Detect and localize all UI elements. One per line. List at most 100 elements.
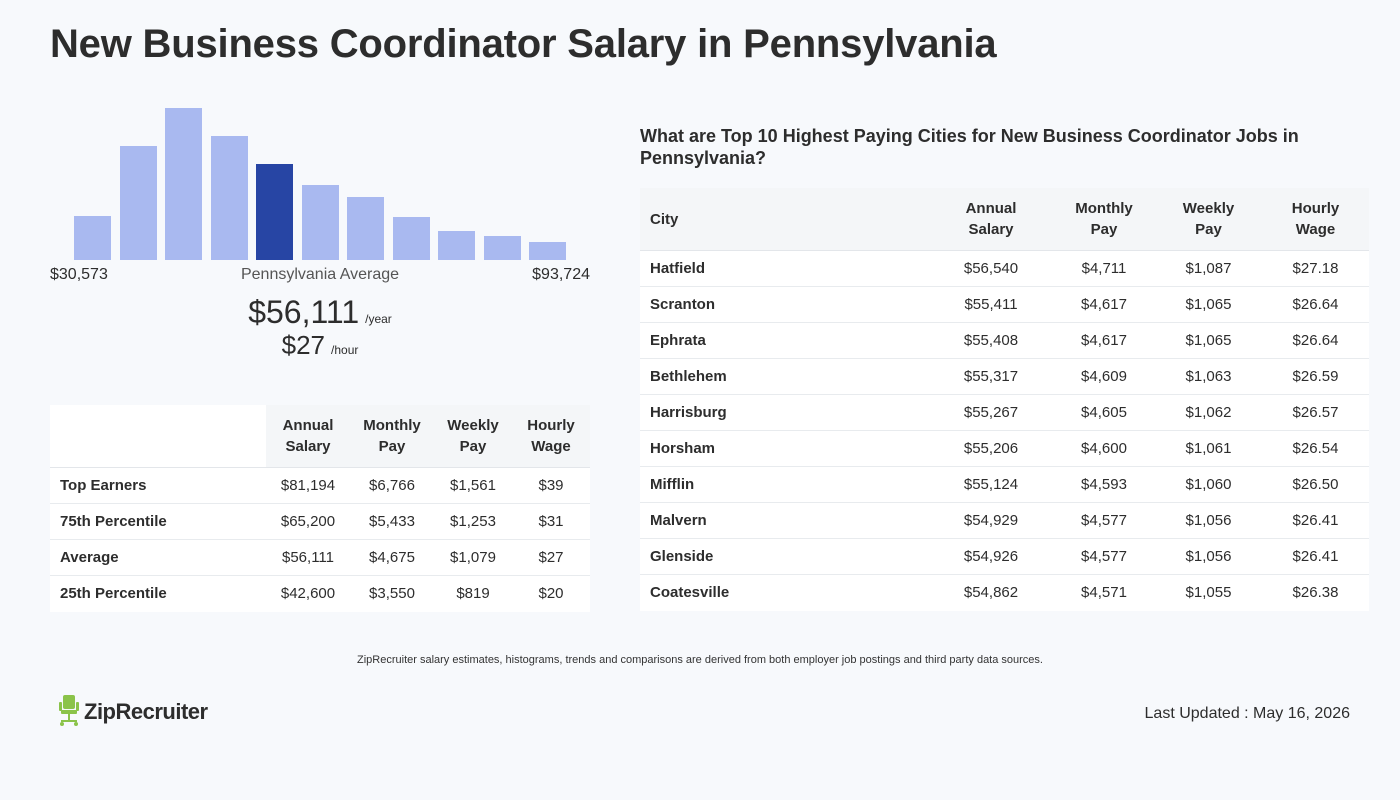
cell-hourly: $26.41 bbox=[1262, 538, 1369, 575]
city-name: Glenside bbox=[640, 538, 929, 575]
cell-annual: $54,926 bbox=[929, 538, 1053, 575]
cell-weekly: $1,061 bbox=[1155, 430, 1262, 467]
chair-icon bbox=[58, 693, 80, 732]
table-row: Hatfield $56,540 $4,711 $1,087 $27.18 bbox=[640, 250, 1369, 287]
cell-hourly: $26.64 bbox=[1262, 286, 1369, 323]
salary-histogram bbox=[50, 100, 590, 260]
cell-annual: $55,124 bbox=[929, 466, 1053, 503]
histogram-bar bbox=[347, 197, 384, 260]
city-name: Ephrata bbox=[640, 322, 929, 359]
histogram-bar bbox=[392, 217, 430, 260]
city-name: Horsham bbox=[640, 430, 929, 467]
row-label: 75th Percentile bbox=[50, 503, 266, 540]
average-yearly-value: $56,111 bbox=[248, 294, 360, 330]
city-name: Mifflin bbox=[640, 466, 929, 503]
cell-monthly: $4,571 bbox=[1081, 584, 1127, 602]
cell-hourly: $26.41 bbox=[1262, 502, 1369, 539]
cell-annual: $55,267 bbox=[929, 394, 1053, 431]
cell-monthly: $4,617 bbox=[1053, 286, 1155, 323]
cell-annual: $56,540 bbox=[929, 250, 1053, 287]
range-min: $30,573 bbox=[50, 266, 108, 283]
cell-monthly: $4,711 bbox=[1053, 250, 1155, 287]
average-hourly: $27/hour bbox=[50, 330, 590, 361]
row-label: Top Earners bbox=[50, 467, 266, 504]
cell-hourly: $26.50 bbox=[1262, 466, 1369, 503]
cell-hourly: $31 bbox=[512, 503, 590, 540]
histogram-bar bbox=[210, 136, 248, 260]
average-hourly-unit: /hour bbox=[331, 343, 359, 357]
cell-monthly: $5,433 bbox=[350, 503, 434, 540]
cell-weekly: $1,065 bbox=[1155, 322, 1262, 359]
cell-weekly: $1,060 bbox=[1155, 466, 1262, 503]
cell-annual: $42,600 bbox=[280, 585, 336, 603]
cell-monthly: $6,766 bbox=[350, 467, 434, 504]
header-annual: Annual Salary bbox=[266, 405, 350, 468]
cell-monthly: $4,675 bbox=[350, 539, 434, 576]
cell-hourly: $26.38 bbox=[1292, 584, 1339, 602]
cell-weekly: $1,056 bbox=[1155, 502, 1262, 539]
salary-range: $30,573 Pennsylvania Average $93,724 bbox=[50, 266, 590, 286]
cell-monthly: $4,577 bbox=[1053, 538, 1155, 575]
cell-monthly: $4,605 bbox=[1053, 394, 1155, 431]
cell-weekly: $1,065 bbox=[1155, 286, 1262, 323]
cell-hourly: $39 bbox=[512, 467, 590, 504]
cell-annual: $55,317 bbox=[929, 358, 1053, 395]
table-row: 75th Percentile $65,200 $5,433 $1,253 $3… bbox=[50, 503, 590, 540]
cell-hourly: $26.57 bbox=[1262, 394, 1369, 431]
header-weekly: Weekly Pay bbox=[434, 405, 512, 468]
cell-hourly: $26.64 bbox=[1262, 322, 1369, 359]
average-hourly-value: $27 bbox=[281, 330, 326, 360]
footnote: ZipRecruiter salary estimates, histogram… bbox=[357, 654, 1043, 666]
header-hourly: Hourly Wage bbox=[512, 405, 590, 468]
cell-annual: $81,194 bbox=[266, 467, 350, 504]
city-name: Hatfield bbox=[640, 250, 929, 287]
row-label: 25th Percentile bbox=[60, 585, 167, 603]
ziprecruiter-logo[interactable]: ZipRecruiter bbox=[58, 694, 208, 730]
header-monthly: Monthly Pay bbox=[1053, 188, 1155, 251]
cell-hourly: $27.18 bbox=[1262, 250, 1369, 287]
logo-text: ZipRecruiter bbox=[84, 699, 208, 724]
cell-weekly: $819 bbox=[456, 585, 490, 603]
histogram-bar bbox=[483, 236, 521, 260]
table-row: Mifflin $55,124 $4,593 $1,060 $26.50 bbox=[640, 466, 1369, 503]
cell-weekly: $1,253 bbox=[434, 503, 512, 540]
cell-monthly: $4,617 bbox=[1053, 322, 1155, 359]
table-row: Scranton $55,411 $4,617 $1,065 $26.64 bbox=[640, 286, 1369, 323]
cell-weekly: $1,062 bbox=[1155, 394, 1262, 431]
header-monthly: Monthly Pay bbox=[350, 405, 434, 468]
city-name: Bethlehem bbox=[640, 358, 929, 395]
histogram-bar bbox=[119, 146, 157, 260]
cell-weekly: $1,561 bbox=[434, 467, 512, 504]
percentile-table-header: Annual Salary Monthly Pay Weekly Pay Hourly… bbox=[50, 405, 590, 468]
cell-hourly: $26.54 bbox=[1262, 430, 1369, 467]
table-row: Horsham $55,206 $4,600 $1,061 $26.54 bbox=[640, 430, 1369, 467]
table-row: Malvern $54,929 $4,577 $1,056 $26.41 bbox=[640, 502, 1369, 539]
cell-hourly: $20 bbox=[538, 585, 564, 603]
table-row: Bethlehem $55,317 $4,609 $1,063 $26.59 bbox=[640, 358, 1369, 395]
cell-annual: $54,862 bbox=[963, 584, 1019, 602]
header-city: City bbox=[640, 188, 929, 251]
table-row: Coatesville $54,862 $4,571 $1,055 $26.38 bbox=[640, 575, 1369, 611]
cell-weekly: $1,056 bbox=[1155, 538, 1262, 575]
table-row: Glenside $54,926 $4,577 $1,056 $26.41 bbox=[640, 538, 1369, 575]
cell-weekly: $1,055 bbox=[1185, 584, 1232, 602]
average-yearly: $56,111/year bbox=[50, 294, 590, 331]
cell-monthly: $4,577 bbox=[1053, 502, 1155, 539]
table-row: Top Earners $81,194 $6,766 $1,561 $39 bbox=[50, 467, 590, 504]
last-updated: Last Updated : May 16, 2026 bbox=[1144, 705, 1350, 722]
histogram-bar bbox=[165, 108, 202, 260]
city-name: Scranton bbox=[640, 286, 929, 323]
cell-monthly: $4,609 bbox=[1053, 358, 1155, 395]
cell-weekly: $1,079 bbox=[434, 539, 512, 576]
histogram-bar bbox=[529, 242, 566, 260]
city-name: Malvern bbox=[640, 502, 929, 539]
city-name: Coatesville bbox=[650, 584, 730, 602]
cell-weekly: $1,063 bbox=[1155, 358, 1262, 395]
cities-heading: What are Top 10 Highest Paying Cities fo… bbox=[640, 126, 1299, 168]
percentile-table: Annual Salary Monthly Pay Weekly Pay Hourly… bbox=[50, 405, 590, 612]
cell-weekly: $1,087 bbox=[1155, 250, 1262, 287]
cell-annual: $56,111 bbox=[266, 539, 350, 576]
histogram-bar bbox=[256, 164, 293, 260]
table-row: 25th Percentile $42,600 $3,550 $819 $20 bbox=[50, 576, 590, 612]
header-weekly: Weekly Pay bbox=[1155, 188, 1262, 251]
